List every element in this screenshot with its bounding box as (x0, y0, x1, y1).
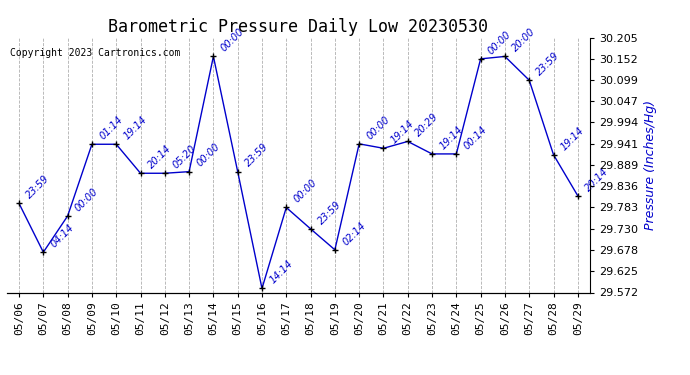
Text: Copyright 2023 Cartronics.com: Copyright 2023 Cartronics.com (10, 48, 180, 58)
Text: 23:59: 23:59 (316, 199, 343, 226)
Text: 19:14: 19:14 (437, 124, 464, 151)
Text: 19:14: 19:14 (121, 114, 149, 141)
Text: 00:00: 00:00 (73, 186, 100, 213)
Text: 19:14: 19:14 (559, 125, 586, 152)
Text: 01:14: 01:14 (97, 114, 124, 141)
Text: 23:59: 23:59 (25, 174, 52, 201)
Text: 00:00: 00:00 (365, 114, 392, 141)
Text: 02:14: 02:14 (340, 220, 368, 247)
Text: 23:59: 23:59 (244, 142, 270, 169)
Text: 20:29: 20:29 (413, 112, 440, 139)
Title: Barometric Pressure Daily Low 20230530: Barometric Pressure Daily Low 20230530 (108, 18, 489, 36)
Text: 19:14: 19:14 (389, 118, 416, 146)
Text: 00:14: 00:14 (462, 124, 489, 151)
Y-axis label: Pressure (Inches/Hg): Pressure (Inches/Hg) (644, 100, 657, 230)
Text: 20:00: 20:00 (511, 27, 538, 54)
Text: 00:00: 00:00 (219, 27, 246, 54)
Text: 00:00: 00:00 (195, 142, 221, 169)
Text: 20:14: 20:14 (583, 166, 611, 193)
Text: 20:14: 20:14 (146, 143, 173, 171)
Text: 04:14: 04:14 (49, 222, 76, 249)
Text: 14:14: 14:14 (268, 259, 295, 286)
Text: 23:59: 23:59 (535, 50, 562, 77)
Text: 00:00: 00:00 (292, 178, 319, 205)
Text: 00:00: 00:00 (486, 29, 513, 56)
Text: 05:20: 05:20 (170, 143, 197, 171)
